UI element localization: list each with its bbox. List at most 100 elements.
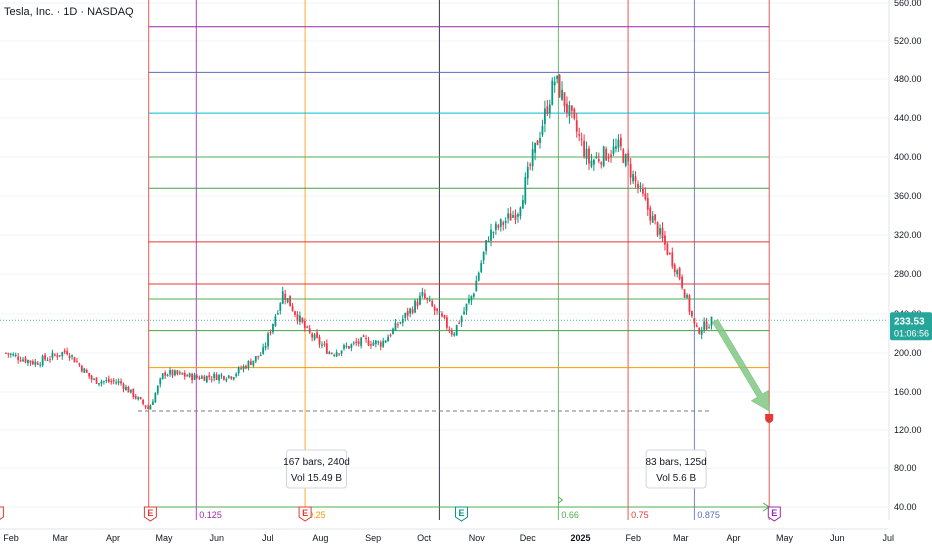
candle-body — [343, 345, 345, 349]
candle-body — [132, 389, 134, 397]
candle-body — [674, 265, 676, 272]
candle-body — [260, 355, 262, 356]
candle-body — [556, 76, 558, 79]
candle-body — [684, 289, 686, 297]
candle-body — [497, 225, 499, 227]
candle-body — [169, 370, 171, 374]
candle-body — [15, 355, 17, 356]
candle-body — [314, 334, 316, 339]
candle-body — [591, 161, 593, 167]
candle-body — [39, 365, 41, 366]
candle-body — [120, 381, 122, 383]
candle-body — [147, 407, 149, 409]
candle-body — [603, 147, 605, 167]
candle-body — [174, 371, 176, 376]
candle-body — [233, 377, 235, 379]
candle-body — [44, 355, 46, 360]
y-tick-label: 160.00 — [894, 387, 922, 397]
x-tick-label: Oct — [417, 533, 432, 543]
candle-body — [422, 292, 424, 296]
candle-body — [549, 104, 551, 113]
candle-body — [600, 162, 602, 164]
candle-body — [475, 281, 477, 292]
candle-body — [270, 332, 272, 333]
candle-body — [671, 253, 673, 267]
candle-body — [301, 318, 303, 322]
measure-box-bars: 83 bars, 125d — [646, 457, 707, 468]
candle-body — [76, 361, 78, 362]
candle-body — [380, 342, 382, 347]
candle-body — [399, 322, 401, 323]
candle-body — [326, 343, 328, 353]
candle-body — [292, 306, 294, 311]
candle-body — [441, 313, 443, 316]
candle-body — [348, 346, 350, 349]
candle-body — [34, 362, 36, 365]
vertical-line-label: 0.125 — [199, 510, 222, 520]
candle-body — [681, 277, 683, 288]
candle-body — [593, 160, 595, 165]
price-badge-countdown: 01:06:56 — [894, 328, 929, 338]
candle-body — [559, 75, 561, 97]
candle-body — [17, 357, 19, 360]
candle-body — [632, 174, 634, 181]
candle-body — [571, 105, 573, 110]
candle-body — [488, 241, 490, 242]
x-tick-label: Mar — [673, 533, 689, 543]
candle-body — [289, 296, 291, 307]
candle-body — [159, 379, 161, 385]
candle-body — [529, 164, 531, 165]
candle-body — [495, 224, 497, 230]
candle-body — [375, 340, 377, 344]
candle-body — [456, 325, 458, 335]
candle-body — [397, 324, 399, 325]
candle-body — [272, 324, 274, 332]
candle-body — [679, 268, 681, 279]
symbol-title[interactable]: Tesla, Inc. · 1D · NASDAQ — [4, 6, 134, 18]
candle-body — [390, 335, 392, 336]
measure-box-bars: 167 bars, 240d — [283, 457, 350, 468]
candle-body — [515, 215, 517, 220]
candle-body — [299, 316, 301, 322]
candle-body — [331, 353, 333, 354]
candle-body — [32, 361, 34, 364]
candle-body — [409, 308, 411, 313]
candle-body — [625, 154, 627, 166]
candle-body — [316, 332, 318, 337]
candle-body — [115, 382, 117, 383]
candle-body — [365, 338, 367, 339]
candle-body — [458, 323, 460, 324]
candle-body — [669, 253, 671, 254]
x-tick-label: Mar — [53, 533, 69, 543]
candle-body — [346, 346, 348, 347]
y-tick-label: 560.00 — [894, 0, 922, 8]
candle-body — [30, 361, 32, 363]
candle-body — [282, 291, 284, 304]
candle-body — [350, 344, 352, 348]
candle-body — [706, 321, 708, 329]
candle-body — [649, 208, 651, 221]
candle-body — [640, 186, 642, 188]
projection-arrow — [713, 319, 770, 411]
candle-body — [257, 356, 259, 357]
candle-body — [358, 341, 360, 343]
candle-body — [27, 360, 29, 363]
candle-body — [83, 368, 85, 372]
candle-body — [451, 331, 453, 335]
vertical-line-label: 0.75 — [631, 510, 649, 520]
vertical-line-label: 0.66 — [561, 510, 579, 520]
candle-body — [79, 364, 81, 366]
x-tick-label: Jun — [209, 533, 224, 543]
candle-body — [402, 319, 404, 323]
candle-body — [461, 316, 463, 322]
candle-body — [446, 317, 448, 327]
candle-body — [404, 313, 406, 318]
candle-body — [627, 153, 629, 162]
candle-body — [81, 366, 83, 372]
candle-body — [208, 375, 210, 377]
earnings-event-marker: E — [144, 507, 156, 521]
candle-body — [221, 375, 223, 376]
candle-body — [201, 376, 203, 378]
